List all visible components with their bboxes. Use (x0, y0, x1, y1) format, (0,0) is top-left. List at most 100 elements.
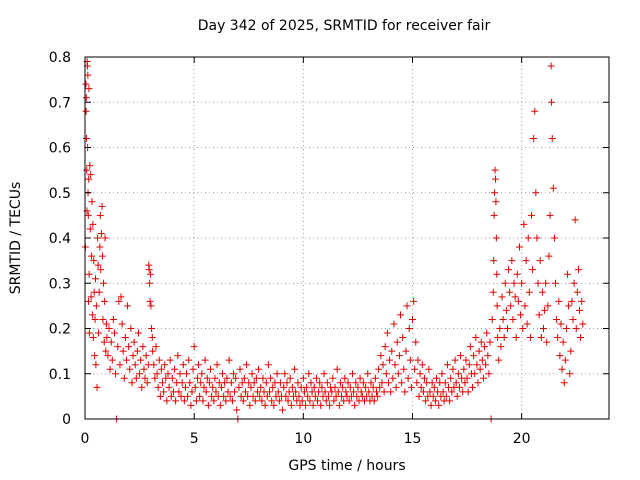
data-point (139, 343, 147, 351)
data-point (351, 401, 359, 409)
data-point (281, 370, 289, 378)
data-point (404, 374, 412, 382)
data-point (354, 383, 362, 391)
data-point (375, 365, 383, 373)
data-point (322, 397, 330, 405)
data-point (174, 352, 182, 360)
data-point (100, 279, 108, 287)
data-point (508, 257, 516, 265)
data-point (285, 388, 293, 396)
data-point (399, 334, 407, 342)
axis-ticks (84, 56, 609, 420)
data-point (395, 352, 403, 360)
data-point (167, 392, 175, 400)
data-point (365, 388, 373, 396)
data-point (532, 189, 540, 197)
data-point (476, 365, 484, 373)
y-tick-label: 0.5 (49, 186, 71, 202)
data-point (465, 361, 473, 369)
data-point (262, 379, 270, 387)
data-point (499, 315, 507, 323)
data-point (209, 383, 217, 391)
data-point (498, 293, 506, 301)
data-point (154, 383, 162, 391)
data-point (510, 279, 518, 287)
data-point (223, 374, 231, 382)
data-point (546, 211, 554, 219)
data-point (495, 356, 503, 364)
y-tick-label: 0.2 (49, 322, 71, 338)
data-point (378, 379, 386, 387)
data-point (249, 392, 257, 400)
data-point (492, 198, 500, 206)
data-point (548, 134, 556, 142)
data-point (142, 352, 150, 360)
data-point (359, 379, 367, 387)
data-point (501, 279, 509, 287)
data-point (431, 397, 439, 405)
x-tick-label: 15 (404, 431, 422, 447)
data-point (91, 315, 99, 323)
data-point (474, 379, 482, 387)
data-point (569, 315, 577, 323)
data-point (163, 397, 171, 405)
data-point (388, 347, 396, 355)
data-point (334, 388, 342, 396)
data-point (269, 383, 277, 391)
data-point (85, 85, 93, 93)
data-point (82, 94, 90, 102)
data-point (393, 338, 401, 346)
data-point (387, 388, 395, 396)
data-point (98, 252, 106, 260)
data-point (100, 338, 108, 346)
data-point (273, 370, 281, 378)
data-point (220, 392, 228, 400)
data-point (441, 379, 449, 387)
data-point (82, 80, 90, 88)
data-point (203, 374, 211, 382)
data-point (550, 234, 558, 242)
data-point (231, 388, 239, 396)
data-point (562, 325, 570, 332)
data-point (479, 374, 487, 382)
data-point (407, 383, 415, 391)
data-point (446, 397, 454, 405)
data-point (145, 266, 153, 274)
data-point (241, 388, 249, 396)
data-point (555, 297, 563, 305)
data-point (557, 320, 565, 328)
data-point (574, 266, 582, 274)
data-point (101, 297, 109, 305)
data-point (114, 343, 122, 351)
data-point (537, 334, 545, 342)
data-point (362, 383, 370, 391)
data-point (321, 388, 329, 396)
data-point (130, 338, 138, 346)
data-point (418, 361, 426, 369)
data-point (558, 365, 566, 373)
data-point (345, 397, 353, 405)
data-point (538, 288, 546, 296)
data-point (303, 383, 311, 391)
data-point (333, 365, 341, 373)
data-point (350, 388, 358, 396)
data-point (400, 365, 408, 373)
data-point (267, 374, 275, 382)
data-point (421, 374, 429, 382)
data-point (472, 334, 480, 342)
data-point (95, 329, 103, 337)
data-point (110, 329, 118, 337)
data-point (412, 338, 420, 346)
data-point (577, 334, 585, 342)
data-point (148, 334, 156, 342)
data-point (409, 315, 416, 323)
data-point (138, 383, 146, 391)
data-point (357, 388, 365, 396)
data-point (151, 374, 159, 382)
data-point (398, 379, 406, 387)
data-point (157, 365, 165, 373)
data-point (553, 315, 561, 323)
data-point (493, 270, 501, 278)
data-point (402, 347, 410, 355)
data-point (103, 334, 111, 342)
